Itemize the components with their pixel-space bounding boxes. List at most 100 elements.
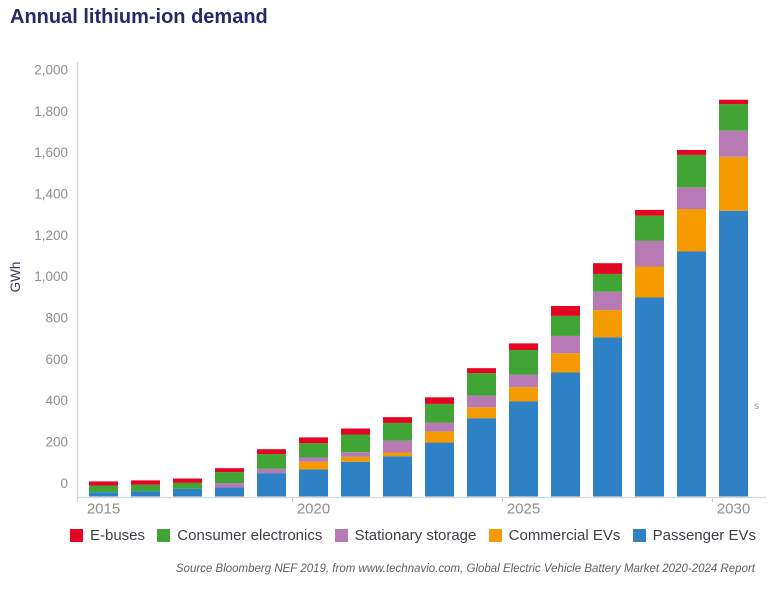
bar-segment-2026-consumer-electronics — [551, 315, 580, 336]
bar-segment-2024-e-buses — [467, 368, 496, 374]
stray-text-fragment: s — [754, 401, 759, 412]
bar-segment-2026-commercial-evs — [551, 353, 580, 373]
bar-segment-2030-e-buses — [719, 99, 748, 105]
bar-segment-2021-e-buses — [341, 428, 370, 435]
bar-segment-2020-stationary-storage — [299, 457, 328, 462]
bar-segment-2022-consumer-electronics — [383, 422, 412, 441]
legend-swatch-icon — [157, 529, 171, 542]
bar-segment-2022-commercial-evs — [383, 452, 412, 457]
y-tick-label: 1,000 — [34, 269, 68, 284]
bar-segment-2025-passenger-evs — [509, 401, 538, 497]
bar-segment-2027-commercial-evs — [593, 310, 622, 338]
y-tick-label: 0 — [60, 476, 68, 491]
bar-segment-2030-passenger-evs — [719, 210, 748, 497]
y-tick-label: 200 — [45, 434, 68, 449]
bar-segment-2022-passenger-evs — [383, 456, 412, 497]
bar-segment-2021-stationary-storage — [341, 452, 370, 457]
legend-swatch-icon — [488, 529, 502, 542]
x-tick-label: 2015 — [87, 501, 120, 518]
y-tick-label: 2,000 — [34, 63, 68, 78]
bar-segment-2023-commercial-evs — [425, 431, 454, 443]
bar-segment-2024-consumer-electronics — [467, 373, 496, 396]
bar-segment-2029-commercial-evs — [677, 209, 706, 252]
bar-segment-2015-e-buses — [89, 481, 118, 486]
bar-segment-2018-e-buses — [215, 468, 244, 473]
y-tick-label: 1,400 — [34, 186, 68, 201]
bar-segment-2016-passenger-evs — [131, 491, 160, 497]
bar-segment-2027-passenger-evs — [593, 337, 622, 497]
bar-segment-2017-passenger-evs — [173, 488, 202, 497]
bar-segment-2018-stationary-storage — [215, 483, 244, 488]
legend-label: E-buses — [90, 527, 146, 544]
bar-segment-2029-stationary-storage — [677, 187, 706, 210]
bar-segment-2017-e-buses — [173, 478, 202, 483]
bar-segment-2026-e-buses — [551, 305, 580, 316]
bar-segment-2028-commercial-evs — [635, 266, 664, 298]
legend-swatch-icon — [632, 529, 646, 542]
chart-plot-area: 0 200 400 600 800 1,000 1,200 1,400 1,600 1,800 2,… — [8, 62, 766, 518]
bar-segment-2022-stationary-storage — [383, 440, 412, 453]
y-axis-title: GWh — [8, 262, 23, 293]
x-tick-label: 2020 — [297, 501, 330, 518]
x-tick-label: 2025 — [507, 501, 540, 518]
y-tick-label: 600 — [45, 352, 68, 367]
bar-segment-2018-consumer-electronics — [215, 472, 244, 484]
bar-segment-2029-passenger-evs — [677, 251, 706, 497]
bar-segment-2024-stationary-storage — [467, 395, 496, 408]
page-title: Annual lithium-ion demand — [10, 6, 268, 28]
bar-segment-2020-e-buses — [299, 437, 328, 444]
bar-segment-2019-passenger-evs — [257, 473, 286, 497]
bar-segment-2025-commercial-evs — [509, 387, 538, 402]
legend-item: Consumer electronics — [157, 527, 322, 544]
bar-segment-2028-stationary-storage — [635, 240, 664, 267]
bar-segment-2016-e-buses — [131, 480, 160, 485]
bar-segment-2016-consumer-electronics — [131, 484, 160, 492]
legend-label: Passenger EVs — [652, 527, 756, 544]
bar-segment-2020-commercial-evs — [299, 461, 328, 470]
source-note: Source Bloomberg NEF 2019, from www.tech… — [175, 563, 755, 575]
bar-segment-2027-e-buses — [593, 263, 622, 274]
bar-segment-2023-consumer-electronics — [425, 403, 454, 423]
bar-segment-2020-passenger-evs — [299, 469, 328, 497]
bar-segment-2021-passenger-evs — [341, 461, 370, 497]
legend-item: Stationary storage — [334, 527, 477, 544]
bar-segment-2023-stationary-storage — [425, 422, 454, 432]
bar-segment-2022-e-buses — [383, 417, 412, 423]
bar-segment-2017-consumer-electronics — [173, 482, 202, 489]
bar-segment-2025-consumer-electronics — [509, 349, 538, 375]
bar-segment-2020-consumer-electronics — [299, 443, 328, 458]
bar-segment-2019-consumer-electronics — [257, 454, 286, 469]
legend-label: Stationary storage — [354, 527, 477, 544]
bar-segment-2030-commercial-evs — [719, 156, 748, 211]
bar-segment-2018-passenger-evs — [215, 487, 244, 497]
bar-segment-2019-stationary-storage — [257, 468, 286, 474]
bar-segment-2030-consumer-electronics — [719, 104, 748, 131]
bar-segment-2028-passenger-evs — [635, 297, 664, 497]
bar-segment-2023-passenger-evs — [425, 442, 454, 497]
legend-swatch-icon — [334, 529, 348, 542]
bar-segment-2028-consumer-electronics — [635, 215, 664, 241]
bar-segment-2028-e-buses — [635, 209, 664, 216]
bar-segment-2021-commercial-evs — [341, 456, 370, 462]
y-tick-label: 800 — [45, 310, 68, 325]
legend-item: E-buses — [70, 527, 145, 544]
bar-segment-2026-stationary-storage — [551, 335, 580, 354]
bar-segment-2015-passenger-evs — [89, 492, 118, 497]
bar-segment-2029-e-buses — [677, 149, 706, 155]
bar-segment-2029-consumer-electronics — [677, 154, 706, 188]
bar-segment-2026-passenger-evs — [551, 372, 580, 497]
y-tick-label: 400 — [45, 393, 68, 408]
legend-label: Commercial EVs — [508, 527, 621, 544]
bar-segment-2027-stationary-storage — [593, 291, 622, 311]
legend-item: Passenger EVs — [632, 527, 756, 544]
bar-segment-2030-stationary-storage — [719, 130, 748, 157]
legend-item: Commercial EVs — [488, 527, 621, 544]
legend: E-buses Consumer electronics Stationary st… — [70, 527, 756, 544]
bar-segment-2021-consumer-electronics — [341, 434, 370, 453]
y-tick-label: 1,200 — [34, 228, 68, 243]
x-tick-label: 2030 — [717, 501, 750, 518]
bar-segment-2025-e-buses — [509, 343, 538, 350]
bar-segment-2015-consumer-electronics — [89, 485, 118, 493]
bar-segment-2025-stationary-storage — [509, 374, 538, 388]
y-tick-label: 1,800 — [34, 104, 68, 119]
